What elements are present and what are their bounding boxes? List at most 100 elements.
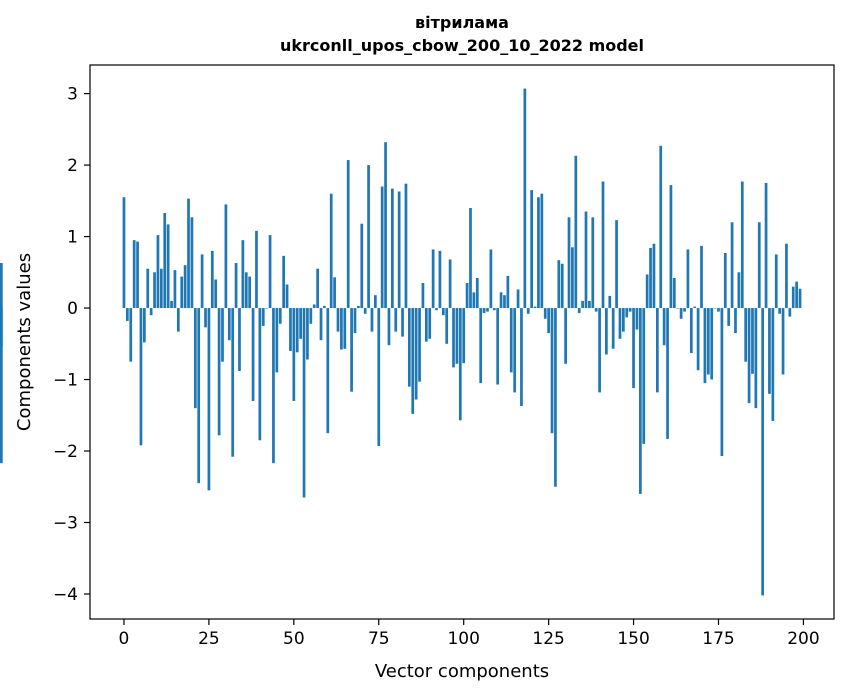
bar [611,308,615,349]
bar [180,276,184,309]
bar [193,308,197,409]
bar [622,308,625,332]
bar [499,292,503,309]
y-tick-label: 1 [67,228,78,248]
bar [350,308,353,392]
bar [380,186,384,309]
bar [268,235,272,309]
bar [509,308,513,373]
bar [156,235,160,309]
bar [210,250,214,309]
bar [795,281,798,309]
bar [492,308,496,311]
bar [207,308,211,491]
bar [312,304,316,309]
bar [666,308,669,439]
bar [159,268,163,309]
bar [136,241,139,309]
bar [479,308,483,384]
bar [615,220,618,309]
bar [662,308,666,346]
bar [723,253,727,309]
bar [601,181,605,309]
bar [384,142,387,309]
bar [757,222,761,309]
bar [238,308,241,371]
bar [0,308,3,464]
bar [129,308,133,362]
bar [255,230,258,309]
bar [683,308,686,312]
bar [720,308,724,457]
bar [486,308,489,312]
bar [231,308,235,457]
bar [248,276,252,309]
x-tick-label: 50 [283,629,305,649]
bar [299,308,302,339]
bar [564,308,567,364]
bar [143,308,146,343]
bar [781,308,785,375]
bar [472,292,476,309]
bar [513,308,517,393]
bar [282,255,285,309]
bar [672,278,676,309]
bar [214,279,218,309]
bar [316,268,319,309]
x-tick-label: 125 [532,629,564,649]
bar [367,165,370,309]
bar [530,190,533,309]
bar [126,308,129,321]
bar [401,308,404,337]
x-tick-label: 25 [198,629,220,649]
bar [706,308,710,375]
bar [452,308,455,368]
bar [139,308,143,446]
bar [360,223,364,309]
bar [391,188,394,309]
bar [523,88,527,309]
bar [768,308,771,394]
x-tick-label: 75 [368,629,390,649]
chart-title: вітрилама [415,13,509,32]
bar [428,308,432,339]
bar [394,308,398,332]
bar [200,254,204,309]
y-axis-label: Components values [14,253,35,431]
bar [323,305,326,309]
bar [747,308,751,404]
bar [703,308,707,384]
bar [326,308,330,434]
bar [496,308,500,385]
bar [353,308,357,334]
bar [635,308,639,330]
bar [292,308,296,401]
bar [771,308,775,421]
bar [289,308,292,351]
bar [679,308,683,319]
bar [475,278,479,309]
bar [306,308,309,360]
bar [234,263,238,309]
bar [435,308,438,311]
y-tick-label: −4 [53,585,78,605]
bar [520,308,523,406]
bar [489,249,493,309]
bar [774,254,778,309]
bar [560,263,564,309]
bar [700,245,703,309]
bar [764,182,768,309]
bar [204,308,207,328]
bar [173,270,177,309]
bar [458,308,462,421]
bar [462,308,466,364]
bar [197,308,201,484]
bar [272,308,275,464]
bar [244,272,248,309]
bar [686,249,690,309]
bar [649,248,652,309]
x-tick-label: 175 [702,629,734,649]
bar [258,308,262,441]
bar [261,308,265,326]
